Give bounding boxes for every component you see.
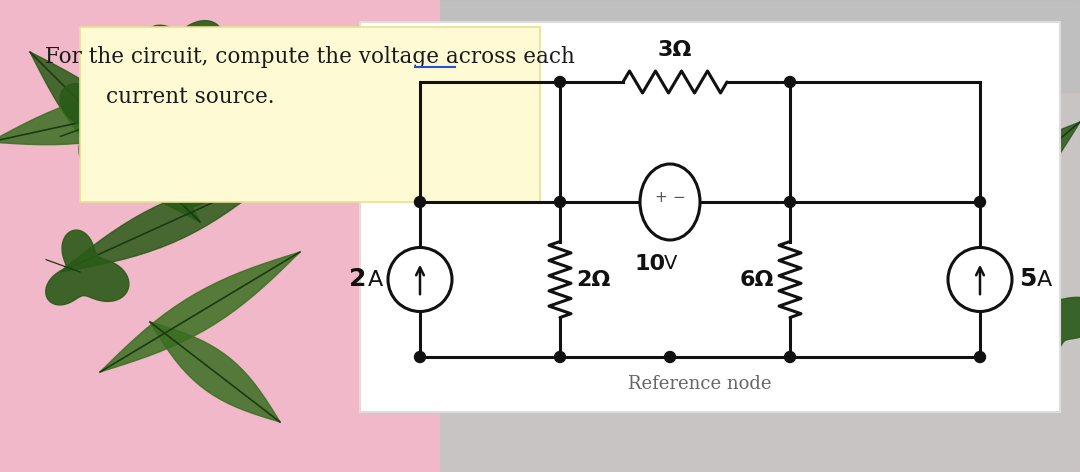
FancyBboxPatch shape bbox=[360, 22, 1059, 412]
Circle shape bbox=[388, 247, 453, 312]
Polygon shape bbox=[146, 21, 222, 91]
Text: +: + bbox=[654, 191, 667, 205]
Text: 2Ω: 2Ω bbox=[576, 270, 610, 289]
Circle shape bbox=[554, 196, 566, 208]
Circle shape bbox=[948, 247, 1012, 312]
Polygon shape bbox=[150, 322, 280, 422]
Text: 10: 10 bbox=[635, 254, 666, 274]
Polygon shape bbox=[45, 230, 129, 305]
Text: V: V bbox=[663, 254, 677, 273]
Text: 3Ω: 3Ω bbox=[658, 40, 692, 60]
Polygon shape bbox=[1020, 286, 1080, 363]
Circle shape bbox=[415, 196, 426, 208]
Text: −: − bbox=[673, 191, 686, 205]
Polygon shape bbox=[100, 252, 300, 372]
Polygon shape bbox=[60, 84, 157, 171]
Text: 2: 2 bbox=[349, 268, 366, 292]
Ellipse shape bbox=[640, 164, 700, 240]
Text: 5: 5 bbox=[1020, 268, 1037, 292]
Text: current source.: current source. bbox=[106, 86, 274, 108]
Text: Reference node: Reference node bbox=[629, 375, 772, 393]
Circle shape bbox=[974, 196, 986, 208]
Polygon shape bbox=[870, 122, 1050, 272]
Circle shape bbox=[974, 352, 986, 362]
Circle shape bbox=[784, 76, 796, 87]
Circle shape bbox=[784, 196, 796, 208]
Circle shape bbox=[554, 352, 566, 362]
Circle shape bbox=[554, 76, 566, 87]
Polygon shape bbox=[177, 131, 260, 207]
Text: A: A bbox=[1037, 270, 1052, 289]
Text: 6Ω: 6Ω bbox=[740, 270, 774, 289]
Text: A: A bbox=[368, 270, 383, 289]
FancyBboxPatch shape bbox=[80, 27, 540, 202]
Polygon shape bbox=[230, 52, 350, 192]
Polygon shape bbox=[0, 89, 220, 145]
Polygon shape bbox=[900, 122, 1080, 272]
Text: For the circuit, compute the voltage across each: For the circuit, compute the voltage acr… bbox=[45, 46, 575, 68]
Polygon shape bbox=[60, 172, 280, 272]
Circle shape bbox=[415, 352, 426, 362]
FancyBboxPatch shape bbox=[0, 0, 440, 472]
Polygon shape bbox=[30, 52, 200, 222]
Polygon shape bbox=[960, 123, 1057, 211]
Circle shape bbox=[784, 352, 796, 362]
Circle shape bbox=[664, 352, 675, 362]
